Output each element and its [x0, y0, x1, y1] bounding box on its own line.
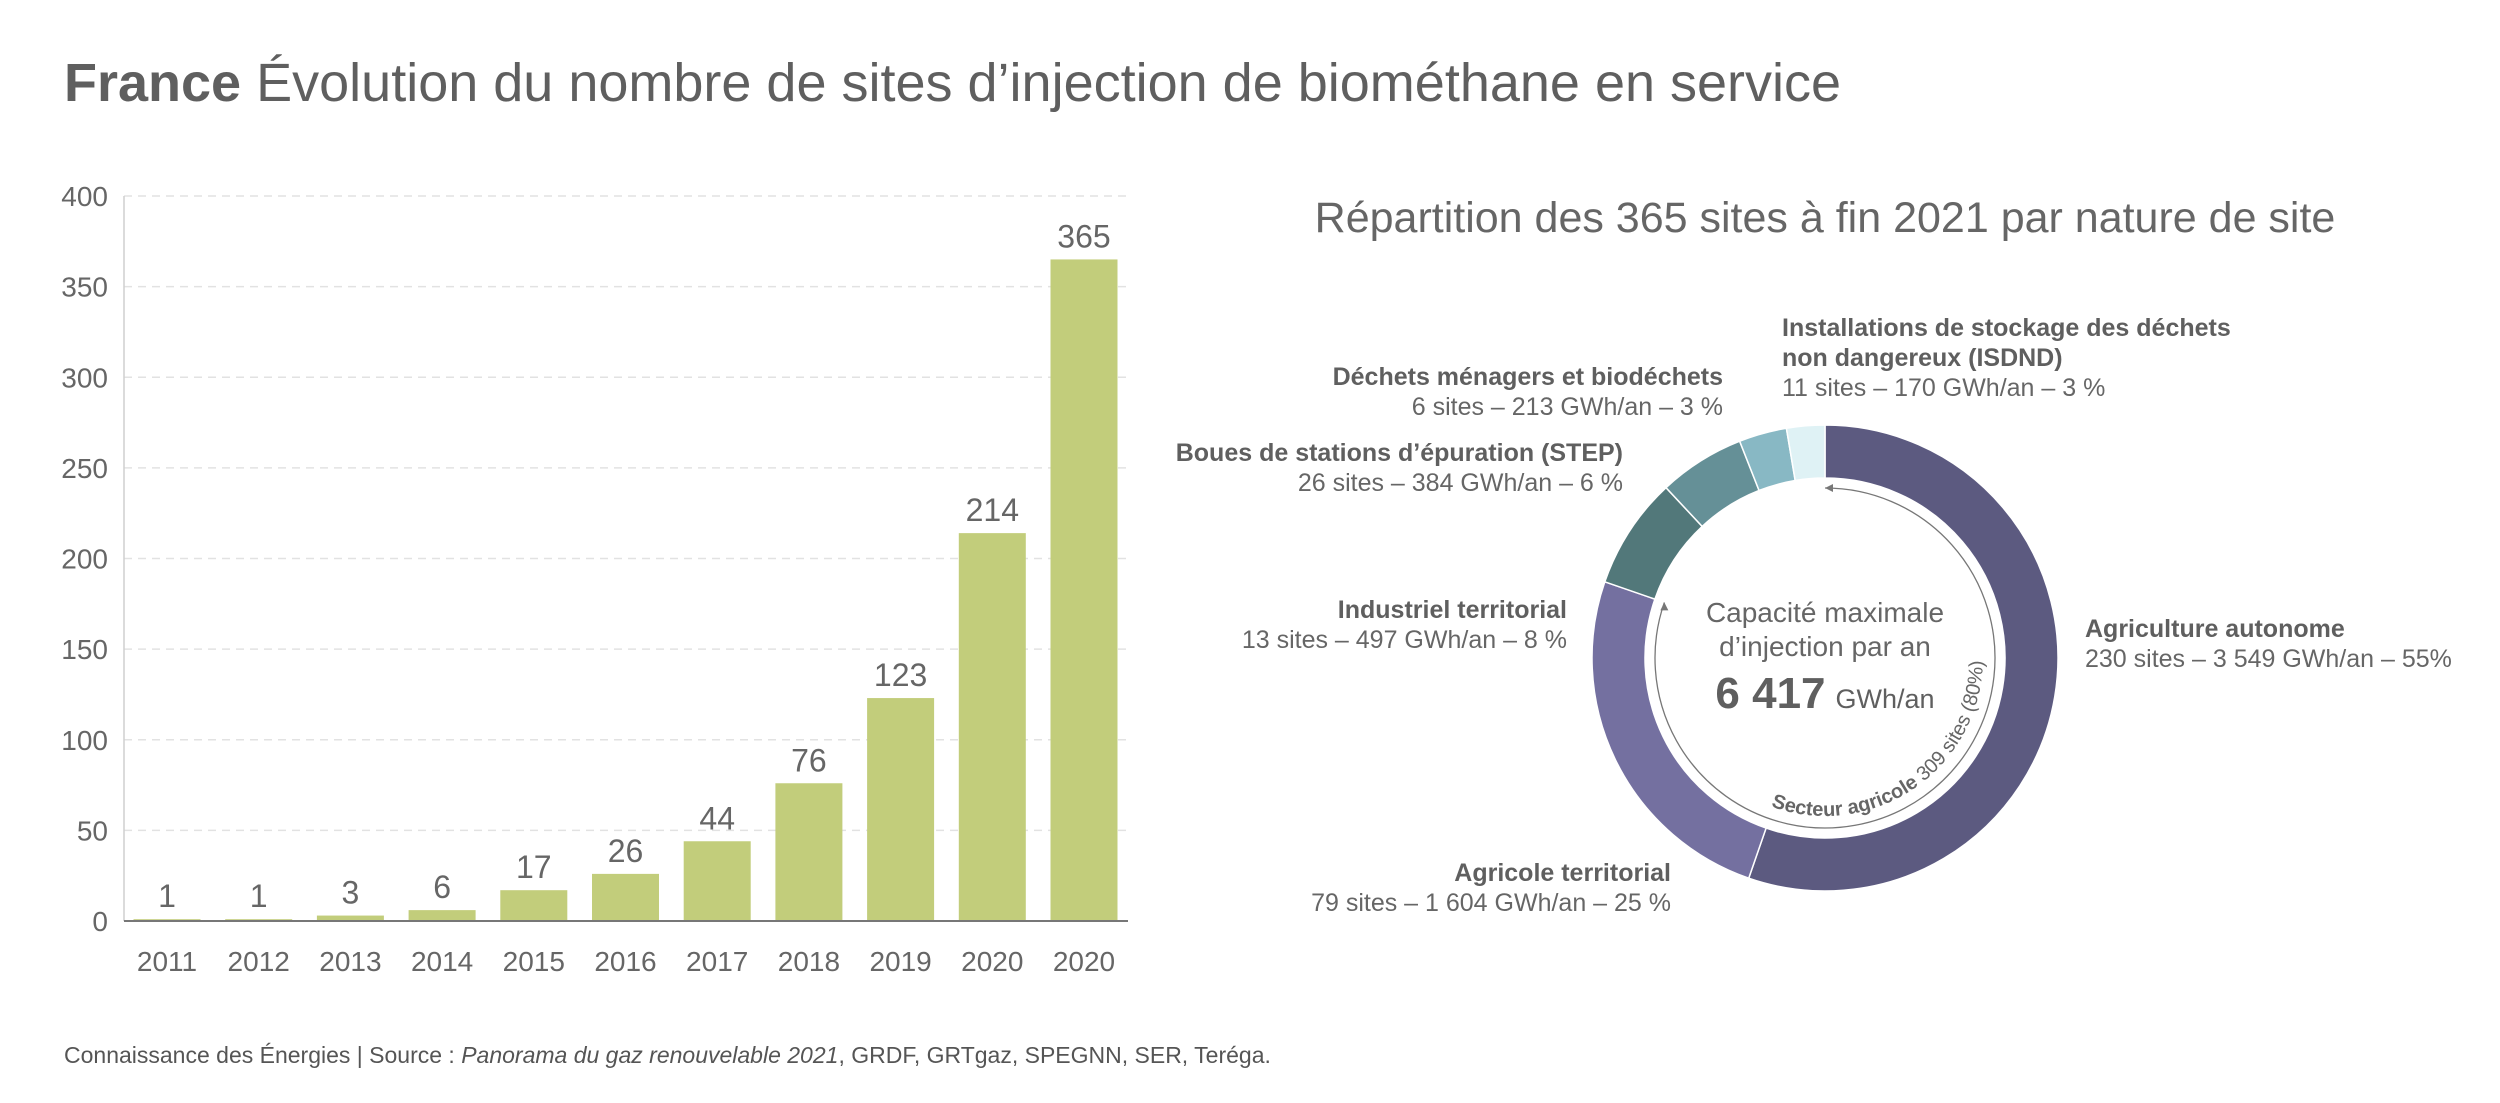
center-line1: Capacité maximale — [1706, 597, 1944, 628]
slice-label-detail: 230 sites – 3 549 GWh/an – 55% — [2085, 645, 2452, 673]
x-tick-label: 2020 — [961, 946, 1023, 977]
y-tick-label: 400 — [61, 181, 108, 212]
x-tick-label: 2019 — [869, 946, 931, 977]
slice-label-detail: 79 sites – 1 604 GWh/an – 25 % — [1311, 889, 1671, 917]
footer-italic: Panorama du gaz renouvelable 2021 — [461, 1042, 839, 1068]
bar-value-label: 26 — [608, 833, 644, 869]
bar-2014 — [408, 910, 476, 921]
arc-text-bold: Secteur agricole — [1769, 771, 1922, 821]
slice-label-detail: 26 sites – 384 GWh/an – 6 % — [1298, 469, 1623, 497]
y-tick-label: 50 — [77, 815, 108, 846]
arrowhead-icon — [1660, 602, 1669, 611]
bar-value-label: 214 — [966, 492, 1019, 528]
x-tick-label: 2011 — [137, 946, 197, 977]
bar-2016 — [592, 873, 659, 921]
x-tick-label: 2013 — [319, 946, 381, 977]
bar-2015 — [500, 890, 568, 921]
y-tick-label: 0 — [92, 906, 108, 937]
slice-label-detail: 13 sites – 497 GWh/an – 8 % — [1242, 626, 1567, 654]
center-line2: d’injection par an — [1719, 631, 1931, 662]
slice-label-name: Agriculture autonome — [2085, 615, 2345, 643]
x-tick-label: 2012 — [228, 946, 290, 977]
y-tick-label: 250 — [61, 453, 108, 484]
bar-value-label: 44 — [699, 800, 735, 836]
center-value-unit: GWh/an — [1836, 684, 1935, 714]
bar-2020 — [1050, 259, 1118, 921]
slice-label-name: Déchets ménagers et biodéchets — [1333, 363, 1723, 391]
y-tick-label: 300 — [61, 362, 108, 393]
bar-value-label: 3 — [342, 875, 360, 911]
agricultural-sector-bracket — [1654, 487, 1996, 829]
arrowhead-icon — [1825, 484, 1833, 492]
bar-chart: 0 50 100 150 200 250 300 350 400 1 2011 1 2012 3 2013 6… — [61, 181, 1128, 977]
x-tick-label: 2020 — [1053, 946, 1115, 977]
footer-suffix: , GRDF, GRTgaz, SPEGNN, SER, Teréga. — [838, 1042, 1271, 1068]
bar-2013 — [316, 915, 384, 921]
bar-value-label: 123 — [874, 657, 927, 693]
x-tick-label: 2017 — [686, 946, 748, 977]
donut-chart: Répartition des 365 sites à fin 2021 par… — [1176, 194, 2452, 917]
y-tick-label: 200 — [61, 544, 108, 575]
x-tick-label: 2015 — [503, 946, 565, 977]
footer-prefix: Connaissance des Énergies | Source : — [64, 1042, 462, 1068]
bar-value-label: 17 — [516, 849, 552, 885]
y-tick-label: 150 — [61, 634, 108, 665]
bar-value-label: 1 — [158, 878, 176, 914]
x-tick-label: 2016 — [594, 946, 656, 977]
bar-value-label: 6 — [433, 869, 451, 905]
slice-label-name: Agricole territorial — [1454, 859, 1671, 887]
bar-2020 — [958, 533, 1026, 921]
bar-value-label: 365 — [1057, 218, 1110, 254]
bar-2017 — [683, 841, 751, 921]
title-light: Évolution du nombre de sites d’injection… — [256, 53, 1842, 113]
bar-2019 — [867, 698, 935, 921]
x-tick-label: 2014 — [411, 946, 473, 977]
slice-label-name: Boues de stations d’épuration (STEP) — [1176, 439, 1623, 467]
slice-label-name: Installations de stockage des déchets — [1782, 314, 2231, 342]
title-bold: France — [64, 53, 242, 113]
bar-value-label: 76 — [791, 742, 827, 778]
center-value: 6 417 GWh/an — [1715, 669, 1934, 718]
bar-2018 — [775, 783, 843, 921]
donut-slice-5 — [1785, 424, 1826, 482]
slice-label-detail: 6 sites – 213 GWh/an – 3 % — [1412, 393, 1723, 421]
page-title: France Évolution du nombre de sites d’in… — [64, 52, 1841, 114]
y-tick-label: 100 — [61, 725, 108, 756]
bar-value-label: 1 — [250, 878, 268, 914]
donut-title: Répartition des 365 sites à fin 2021 par… — [1315, 194, 2336, 242]
center-value-number: 6 417 — [1715, 669, 1825, 718]
source-footer: Connaissance des Énergies | Source : Pan… — [64, 1042, 1271, 1069]
slice-label-name: Industriel territorial — [1338, 596, 1567, 624]
x-tick-label: 2018 — [778, 946, 840, 977]
slice-label-name2: non dangereux (ISDND) — [1782, 344, 2063, 372]
slice-label-detail: 11 sites – 170 GWh/an – 3 % — [1782, 374, 2105, 402]
donut-slice-0 — [1747, 424, 2059, 892]
y-tick-label: 350 — [61, 272, 108, 303]
